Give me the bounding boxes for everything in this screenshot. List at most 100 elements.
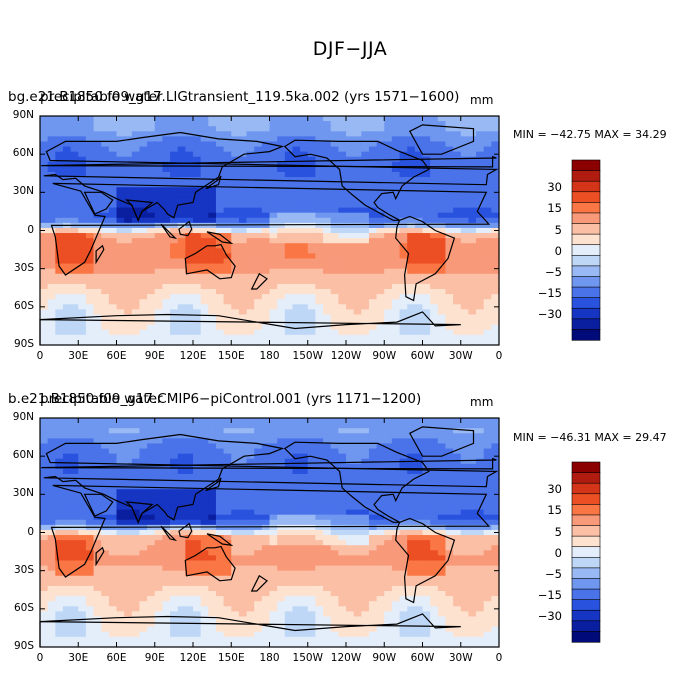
map-cell — [430, 468, 439, 475]
map-cell — [338, 278, 347, 285]
map-cell — [200, 207, 209, 214]
map-cell — [437, 494, 447, 501]
map-cell — [483, 560, 492, 567]
map-cell — [476, 126, 485, 132]
map-cell — [116, 519, 125, 526]
map-cell — [170, 453, 179, 460]
map-cell — [70, 156, 79, 163]
map-cell — [78, 294, 87, 300]
map-cell — [124, 580, 133, 587]
map-cell — [453, 263, 462, 270]
map-cell — [407, 171, 416, 178]
map-cell — [177, 121, 186, 127]
map-cell — [307, 121, 316, 127]
map-cell — [200, 187, 209, 193]
map-cell — [338, 116, 347, 122]
map-cell — [200, 243, 209, 249]
map-cell — [116, 570, 125, 577]
map-cell — [453, 222, 462, 229]
map-cell — [391, 509, 401, 516]
map-cell — [215, 585, 225, 592]
map-cell — [483, 207, 492, 214]
map-cell — [376, 529, 385, 536]
map-cell — [277, 428, 286, 434]
map-cell — [292, 499, 301, 506]
map-cell — [116, 453, 125, 460]
map-cell — [384, 151, 393, 158]
map-cell — [460, 585, 469, 592]
map-cell — [177, 187, 186, 193]
coastline-north-america — [283, 139, 430, 221]
map-cell — [223, 187, 232, 193]
map-cell — [101, 423, 110, 429]
map-cell — [315, 304, 324, 310]
map-cell — [460, 187, 469, 193]
map-cell — [422, 448, 431, 455]
map-cell — [414, 304, 424, 310]
map-cell — [315, 545, 324, 551]
map-cell — [483, 197, 492, 204]
map-cell — [208, 299, 217, 305]
map-cell — [139, 339, 148, 346]
map-cell — [307, 227, 316, 234]
map-cell — [460, 339, 469, 346]
map-cell — [292, 479, 301, 485]
map-cell — [483, 339, 492, 346]
map-cell — [430, 171, 439, 178]
map-cell — [154, 299, 163, 305]
map-cell — [269, 540, 278, 546]
map-cell — [154, 575, 163, 582]
map-cell — [238, 509, 248, 516]
map-cell — [238, 448, 248, 455]
map-cell — [491, 121, 500, 127]
map-cell — [170, 309, 179, 316]
map-cell — [116, 560, 125, 567]
map-cell — [414, 268, 424, 275]
map-cell — [376, 499, 385, 506]
map-cell — [277, 299, 286, 305]
map-cell — [78, 304, 87, 310]
x-tick-label: 0 — [36, 350, 44, 362]
map-cell — [139, 253, 148, 260]
map-cell — [315, 560, 324, 567]
map-cell — [47, 535, 56, 541]
map-cell — [330, 453, 339, 460]
map-cell — [407, 448, 416, 455]
map-cell — [162, 418, 171, 424]
map-cell — [55, 161, 64, 168]
map-cell — [231, 146, 240, 153]
map-cell — [430, 575, 439, 582]
map-cell — [62, 136, 72, 143]
map-cell — [284, 294, 294, 300]
map-cell — [93, 171, 102, 178]
map-cell — [284, 484, 294, 490]
map-cell — [124, 545, 133, 551]
map-cell — [139, 329, 148, 336]
map-cell — [292, 182, 301, 188]
map-cell — [361, 146, 370, 153]
map-cell — [292, 299, 301, 305]
map-cell — [414, 560, 424, 567]
map-cell — [139, 171, 148, 178]
map-cell — [491, 585, 500, 592]
map-cell — [170, 443, 179, 450]
map-cell — [85, 423, 95, 429]
map-cell — [368, 222, 378, 229]
map-cell — [238, 468, 248, 475]
map-cell — [78, 126, 87, 132]
map-cell — [47, 253, 56, 260]
map-cell — [476, 294, 485, 300]
map-cell — [323, 151, 332, 158]
map-cell — [108, 294, 118, 300]
map-cell — [78, 519, 87, 526]
map-cell — [368, 560, 378, 567]
map-cell — [93, 151, 102, 158]
map-cell — [154, 166, 163, 173]
map-cell — [384, 294, 393, 300]
map-cell — [246, 433, 255, 439]
map-cell — [70, 166, 79, 173]
map-cell — [170, 197, 179, 204]
map-cell — [445, 182, 454, 188]
map-cell — [85, 601, 95, 607]
map-cell — [215, 443, 225, 450]
